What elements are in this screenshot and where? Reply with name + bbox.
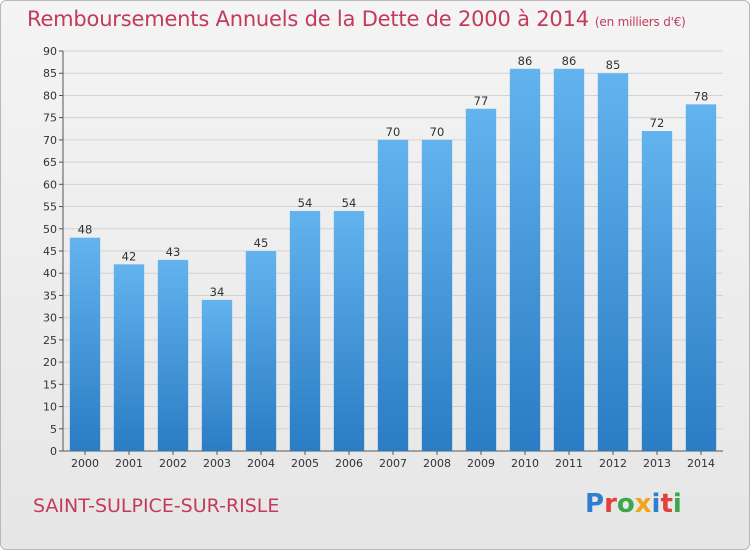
x-tick-label: 2012 bbox=[599, 457, 627, 470]
y-tick-label: 40 bbox=[43, 267, 57, 280]
axes: 0 5 10 15 20 25 30 35 40 45 50 55 60 65 70 75 80 85 90 2000… bbox=[43, 45, 723, 470]
x-tick-label: 2002 bbox=[159, 457, 187, 470]
data-labels: 48 42 43 34 45 54 54 70 70 77 86 86 85 72 78 bbox=[78, 54, 709, 299]
logo-letter: x bbox=[634, 489, 652, 519]
y-tick-label: 5 bbox=[50, 423, 57, 436]
y-tick-label: 65 bbox=[43, 156, 57, 169]
chart-unit: (en milliers d'€) bbox=[594, 15, 686, 29]
x-tick-label: 2001 bbox=[115, 457, 143, 470]
y-tick-label: 85 bbox=[43, 67, 57, 80]
logo-letter: r bbox=[604, 489, 617, 519]
bar bbox=[69, 237, 101, 451]
y-tick-label: 35 bbox=[43, 289, 57, 302]
bar bbox=[641, 131, 673, 451]
bar bbox=[245, 251, 277, 451]
data-label: 77 bbox=[474, 94, 489, 108]
y-tick-label: 80 bbox=[43, 89, 57, 102]
y-tick-label: 70 bbox=[43, 134, 57, 147]
data-label: 70 bbox=[430, 125, 445, 139]
bar bbox=[201, 299, 233, 451]
x-tick-label: 2005 bbox=[291, 457, 319, 470]
x-tick-label: 2004 bbox=[247, 457, 275, 470]
proxiti-logo: Proxiti bbox=[585, 489, 682, 519]
y-tick-label: 60 bbox=[43, 178, 57, 191]
y-tick-label: 10 bbox=[43, 401, 57, 414]
data-label: 45 bbox=[254, 236, 269, 250]
bar bbox=[509, 68, 541, 452]
bar bbox=[377, 139, 409, 451]
data-label: 42 bbox=[122, 249, 137, 263]
bar bbox=[553, 68, 585, 452]
chart-title: Remboursements Annuels de la Dette de 20… bbox=[27, 7, 686, 31]
data-label: 78 bbox=[694, 89, 709, 103]
y-tick-label: 20 bbox=[43, 356, 57, 369]
bar bbox=[685, 104, 717, 451]
y-tick-label: 50 bbox=[43, 223, 57, 236]
y-tick-label: 75 bbox=[43, 112, 57, 125]
data-label: 86 bbox=[518, 54, 533, 68]
data-label: 70 bbox=[386, 125, 401, 139]
y-tick-label: 15 bbox=[43, 378, 57, 391]
x-tick-label: 2011 bbox=[555, 457, 583, 470]
data-label: 54 bbox=[342, 196, 357, 210]
logo-letter: i bbox=[651, 489, 661, 519]
y-tick-label: 30 bbox=[43, 312, 57, 325]
data-label: 48 bbox=[78, 223, 93, 237]
data-label: 43 bbox=[166, 245, 181, 259]
bar bbox=[113, 264, 145, 451]
bar bbox=[465, 108, 497, 452]
data-label: 85 bbox=[606, 58, 621, 72]
y-tick-label: 25 bbox=[43, 334, 57, 347]
y-tick-label: 55 bbox=[43, 201, 57, 214]
logo-letter: i bbox=[672, 489, 682, 519]
logo-letter: P bbox=[585, 489, 605, 519]
x-tick-label: 2003 bbox=[203, 457, 231, 470]
bar bbox=[289, 211, 321, 451]
data-label: 54 bbox=[298, 196, 313, 210]
bar bbox=[421, 139, 453, 451]
bar bbox=[333, 211, 365, 451]
y-tick-label: 90 bbox=[43, 45, 57, 58]
x-tick-label: 2009 bbox=[467, 457, 495, 470]
bars bbox=[69, 68, 717, 452]
x-tick-label: 2000 bbox=[71, 457, 99, 470]
x-tick-label: 2008 bbox=[423, 457, 451, 470]
data-label: 34 bbox=[210, 285, 225, 299]
bar bbox=[157, 259, 189, 451]
logo-letter: t bbox=[660, 489, 673, 519]
x-tick-label: 2006 bbox=[335, 457, 363, 470]
data-label: 72 bbox=[650, 116, 665, 130]
commune-name: SAINT-SULPICE-SUR-RISLE bbox=[33, 495, 280, 517]
x-tick-label: 2010 bbox=[511, 457, 539, 470]
y-tick-label: 45 bbox=[43, 245, 57, 258]
data-label: 86 bbox=[562, 54, 577, 68]
chart-title-text: Remboursements Annuels de la Dette de 20… bbox=[27, 7, 589, 31]
bar bbox=[597, 73, 629, 451]
x-tick-label: 2013 bbox=[643, 457, 671, 470]
logo-letter: o bbox=[616, 489, 635, 519]
x-tick-label: 2007 bbox=[379, 457, 407, 470]
y-tick-label: 0 bbox=[50, 445, 57, 458]
x-tick-label: 2014 bbox=[687, 457, 715, 470]
